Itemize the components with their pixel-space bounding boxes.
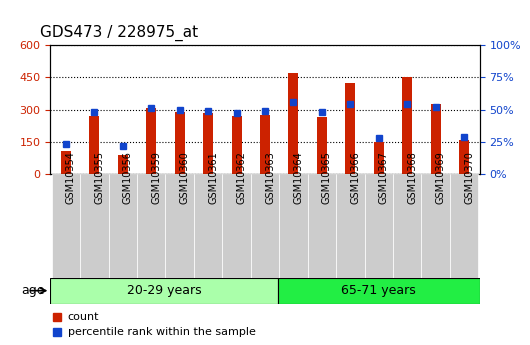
FancyBboxPatch shape xyxy=(279,174,307,278)
Text: GDS473 / 228975_at: GDS473 / 228975_at xyxy=(40,25,198,41)
Text: GSM10367: GSM10367 xyxy=(379,151,388,204)
Bar xyxy=(402,77,412,174)
FancyBboxPatch shape xyxy=(365,174,393,278)
Bar xyxy=(118,155,128,174)
FancyBboxPatch shape xyxy=(393,174,421,278)
Text: GSM10362: GSM10362 xyxy=(236,151,246,204)
Bar xyxy=(459,140,469,174)
Bar xyxy=(232,116,242,174)
Bar xyxy=(61,150,71,174)
Bar xyxy=(288,73,298,174)
Text: GSM10356: GSM10356 xyxy=(123,151,133,204)
Bar xyxy=(260,115,270,174)
Text: age: age xyxy=(21,284,45,297)
FancyBboxPatch shape xyxy=(194,174,223,278)
Text: GSM10368: GSM10368 xyxy=(407,151,417,204)
Text: GSM10363: GSM10363 xyxy=(265,151,275,204)
Text: GSM10365: GSM10365 xyxy=(322,151,332,204)
FancyBboxPatch shape xyxy=(307,174,336,278)
Text: GSM10359: GSM10359 xyxy=(151,151,161,204)
FancyBboxPatch shape xyxy=(52,174,80,278)
Bar xyxy=(430,104,440,174)
FancyBboxPatch shape xyxy=(223,174,251,278)
Text: GSM10369: GSM10369 xyxy=(436,151,446,204)
Bar xyxy=(90,116,100,174)
FancyBboxPatch shape xyxy=(336,174,365,278)
FancyBboxPatch shape xyxy=(137,174,165,278)
Text: GSM10354: GSM10354 xyxy=(66,151,76,204)
Bar xyxy=(203,113,213,174)
Bar xyxy=(317,117,327,174)
FancyBboxPatch shape xyxy=(278,278,480,304)
FancyBboxPatch shape xyxy=(80,174,109,278)
Text: GSM10361: GSM10361 xyxy=(208,151,218,204)
Bar xyxy=(146,108,156,174)
Bar xyxy=(346,82,355,174)
FancyBboxPatch shape xyxy=(251,174,279,278)
FancyBboxPatch shape xyxy=(50,278,278,304)
FancyBboxPatch shape xyxy=(450,174,478,278)
Text: count: count xyxy=(67,312,99,322)
FancyBboxPatch shape xyxy=(165,174,194,278)
Bar xyxy=(374,142,384,174)
Text: GSM10370: GSM10370 xyxy=(464,151,474,204)
FancyBboxPatch shape xyxy=(421,174,450,278)
Text: 20-29 years: 20-29 years xyxy=(127,284,201,297)
Text: percentile rank within the sample: percentile rank within the sample xyxy=(67,327,255,337)
Text: 65-71 years: 65-71 years xyxy=(341,284,416,297)
Text: GSM10364: GSM10364 xyxy=(294,151,304,204)
Text: GSM10366: GSM10366 xyxy=(350,151,360,204)
Text: GSM10355: GSM10355 xyxy=(94,151,104,204)
Bar xyxy=(175,112,184,174)
FancyBboxPatch shape xyxy=(109,174,137,278)
Text: GSM10360: GSM10360 xyxy=(180,151,190,204)
